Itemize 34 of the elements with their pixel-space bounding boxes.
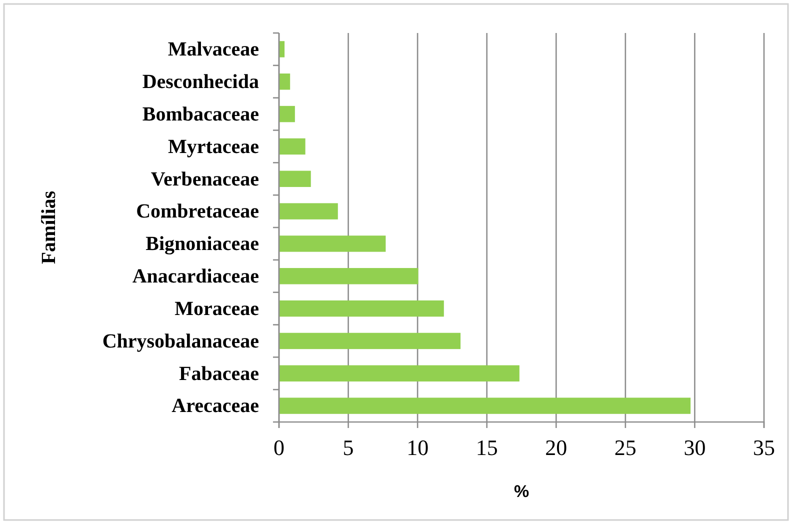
y-tick-label: Verbenaceae (150, 168, 260, 190)
x-tick-label: 5 (342, 435, 354, 460)
y-tick-label: Anacardiaceae (132, 266, 260, 288)
y-tick-label: Chrysobalanaceae (102, 330, 260, 352)
y-axis-title: Famílias (38, 190, 60, 264)
bar (279, 332, 461, 350)
y-tick-label: Bombacaceae (142, 103, 260, 126)
y-tick-label: Fabaceae (179, 362, 260, 385)
bar (279, 398, 691, 414)
x-axis-title: % (514, 482, 530, 501)
bar (279, 203, 338, 220)
y-tick-label: Arecaceae (172, 395, 260, 418)
y-tick-label: Desconhecida (142, 71, 259, 94)
bar (279, 170, 311, 187)
y-tick-label: Myrtaceae (168, 136, 260, 158)
x-tick-label: 10 (406, 435, 429, 460)
bar (279, 300, 444, 317)
y-tick-label: Combretaceae (136, 200, 260, 223)
y-tick-label: Malvaceae (168, 38, 260, 61)
bar (279, 268, 418, 284)
bar (279, 41, 285, 58)
x-tick-label: 35 (753, 435, 775, 460)
bar (279, 106, 295, 122)
bar (279, 138, 306, 155)
bar (279, 74, 290, 90)
x-tick-label: 25 (614, 435, 636, 460)
y-tick-label: Moraceae (174, 298, 260, 320)
bar (279, 236, 386, 252)
x-tick-label: 20 (545, 435, 568, 460)
x-tick-label: 0 (274, 435, 284, 460)
y-tick-label: Bignoniaceae (146, 233, 260, 256)
x-tick-label: 30 (684, 435, 706, 460)
bar (279, 365, 520, 382)
x-tick-label: 15 (476, 435, 498, 460)
